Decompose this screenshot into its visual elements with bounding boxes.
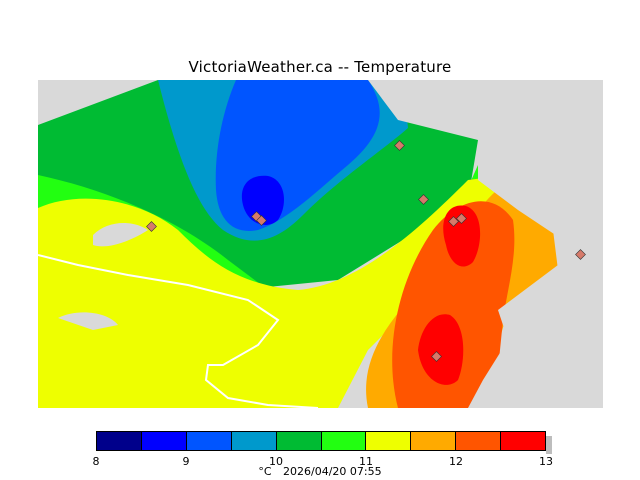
colorbar-tick-label: 8 (92, 455, 100, 468)
colorbar-swatch (321, 432, 367, 450)
colorbar-swatch (501, 432, 546, 450)
temperature-map-svg (38, 80, 603, 408)
station-marker[interactable] (146, 221, 157, 232)
colorbar-swatch (97, 432, 142, 450)
station-marker[interactable] (575, 249, 586, 260)
no-data-region-north (218, 80, 603, 260)
colorbar-shadow (546, 436, 552, 454)
colorbar-swatch (276, 432, 322, 450)
colorbar-tick-label: 10 (269, 455, 283, 468)
colorbar-swatch (456, 432, 502, 450)
colorbar-swatch (186, 432, 232, 450)
colorbar-swatch (231, 432, 277, 450)
colorbar-tick-label: 11 (359, 455, 373, 468)
contour-band-red-south (418, 314, 464, 385)
colorbar-tick-label: 9 (182, 455, 190, 468)
unit-label: °C (258, 465, 272, 478)
contour-band-yellow (38, 175, 508, 408)
coastline (38, 254, 319, 408)
colorbar-swatch (366, 432, 412, 450)
contour-band-dark-blue (241, 175, 284, 225)
colorbar-tick-label: 13 (539, 455, 553, 468)
station-marker[interactable] (431, 351, 442, 362)
map-title: VictoriaWeather.ca -- Temperature (188, 58, 452, 76)
contour-layers (38, 80, 603, 408)
temperature-map (38, 80, 603, 408)
weather-stations (146, 140, 586, 362)
timestamp-label: 2026/04/20 07:55 (283, 465, 382, 478)
colorbar-tick-label: 12 (449, 455, 463, 468)
station-marker[interactable] (256, 215, 267, 226)
station-marker[interactable] (394, 140, 405, 151)
inlet-water (58, 223, 148, 330)
station-marker[interactable] (418, 194, 429, 205)
station-marker[interactable] (448, 216, 459, 227)
temperature-colorbar (96, 431, 546, 451)
station-marker[interactable] (456, 213, 467, 224)
no-data-region-south (468, 250, 603, 408)
colorbar-swatch (411, 432, 457, 450)
legend-caption: °C 2026/04/20 07:55 (0, 465, 640, 478)
colorbar-swatch (141, 432, 187, 450)
